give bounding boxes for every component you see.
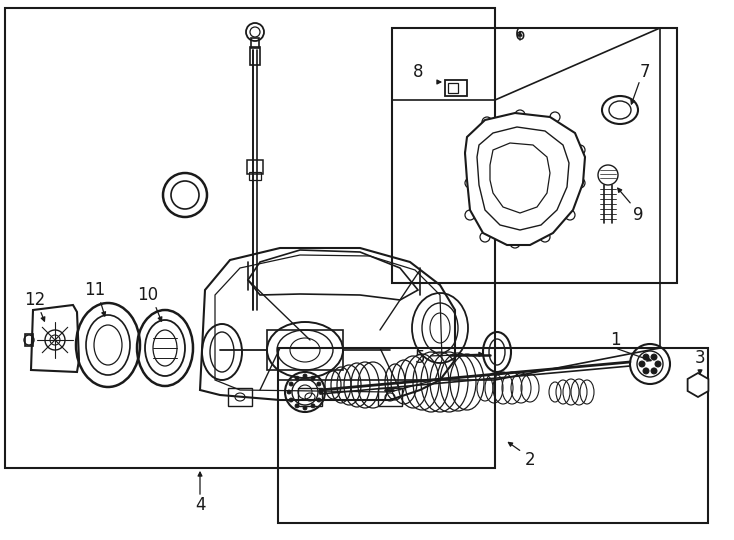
Text: 10: 10 [137, 286, 159, 304]
Text: 7: 7 [640, 63, 650, 81]
Bar [392, 28, 677, 283]
Circle shape [643, 354, 649, 360]
Circle shape [289, 398, 293, 402]
Bar [5, 8, 495, 468]
Bar [228, 388, 252, 406]
Circle shape [317, 398, 321, 402]
Circle shape [295, 404, 299, 408]
Circle shape [643, 368, 649, 374]
Bar [247, 160, 263, 174]
Bar [250, 47, 260, 65]
Circle shape [289, 382, 293, 386]
Circle shape [287, 390, 291, 394]
Text: 12: 12 [24, 291, 46, 309]
Bar [378, 388, 402, 406]
Text: 11: 11 [84, 281, 106, 299]
Circle shape [655, 361, 661, 367]
Text: 2: 2 [525, 451, 535, 469]
Bar [445, 80, 467, 96]
Circle shape [317, 382, 321, 386]
Bar [25, 334, 33, 346]
Text: 4: 4 [195, 496, 206, 514]
Polygon shape [688, 373, 708, 397]
Text: 3: 3 [694, 349, 705, 367]
Circle shape [651, 368, 657, 374]
Bar [251, 38, 259, 48]
Circle shape [639, 361, 645, 367]
Bar [298, 388, 322, 406]
Text: 9: 9 [633, 206, 643, 224]
Circle shape [311, 404, 315, 408]
Bar [249, 172, 261, 180]
Circle shape [303, 406, 307, 410]
Text: 1: 1 [610, 331, 620, 349]
Text: 8: 8 [413, 63, 424, 81]
Text: 5: 5 [415, 349, 425, 367]
Circle shape [651, 354, 657, 360]
Bar [278, 348, 708, 523]
Circle shape [295, 376, 299, 380]
Polygon shape [465, 113, 585, 245]
Circle shape [303, 374, 307, 378]
Circle shape [311, 376, 315, 380]
Circle shape [319, 390, 323, 394]
Bar [267, 330, 343, 370]
Text: 6: 6 [515, 26, 526, 44]
Bar [448, 83, 458, 93]
